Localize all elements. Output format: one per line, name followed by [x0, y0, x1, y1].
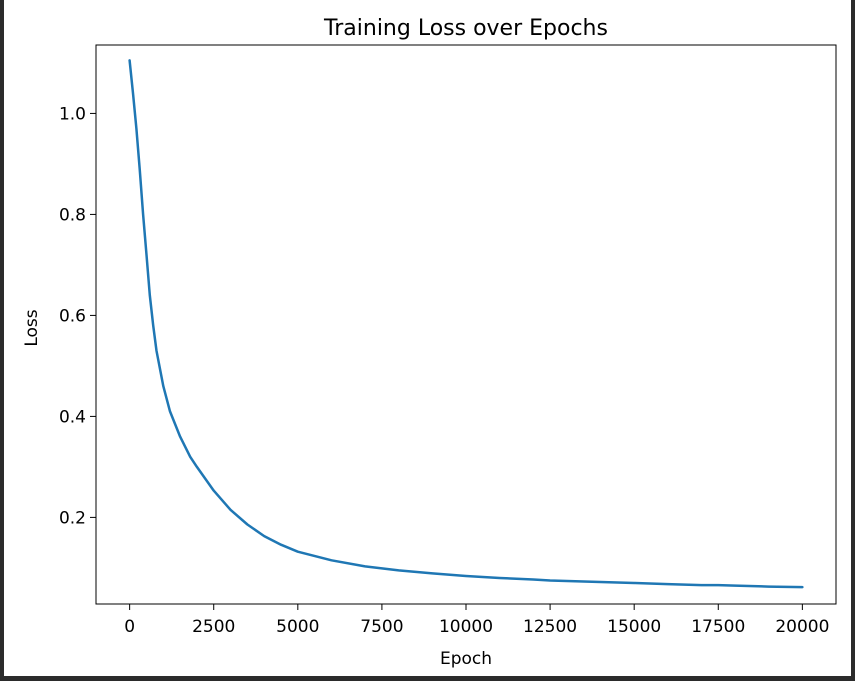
x-axis-label: Epoch	[440, 649, 492, 669]
window-edge-right	[851, 0, 855, 676]
x-tick-label: 10000	[439, 617, 493, 637]
x-tick-label: 17500	[691, 617, 745, 637]
plot-area	[95, 44, 837, 605]
x-tick-label: 2500	[192, 617, 235, 637]
chart-title: Training Loss over Epochs	[323, 16, 608, 41]
y-tick-label: 0.4	[59, 407, 86, 427]
x-tick-label: 7500	[360, 617, 403, 637]
window-edge-left	[0, 0, 4, 676]
x-tick-label: 0	[124, 617, 135, 637]
y-tick-label: 0.2	[59, 508, 86, 528]
x-tick-label: 20000	[775, 617, 829, 637]
y-tick-label: 0.6	[59, 306, 86, 326]
x-tick-label: 5000	[276, 617, 319, 637]
series-layer	[128, 59, 804, 589]
x-tick-label: 15000	[607, 617, 661, 637]
figure-canvas: Training Loss over Epochs 0 2500 5000 7500 1…	[4, 0, 851, 676]
line-chart: Training Loss over Epochs 0 2500 5000 7500 1…	[22, 16, 837, 669]
x-axis: 0 2500 5000 7500 10000 12500 15000 17500 20000	[124, 604, 829, 637]
y-tick-label: 1.0	[59, 104, 86, 124]
y-axis-label: Loss	[22, 309, 42, 346]
x-tick-label: 12500	[523, 617, 577, 637]
loss-series-line	[128, 59, 804, 589]
y-tick-label: 0.8	[59, 205, 86, 225]
y-axis: 0.2 0.4 0.6 0.8 1.0	[59, 104, 96, 528]
